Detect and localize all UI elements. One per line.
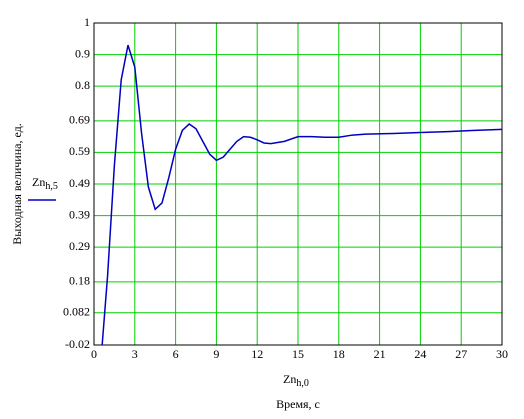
y-tick-label: 0.49 bbox=[69, 176, 90, 190]
plot-frame bbox=[93, 22, 503, 346]
legend-label: Znh,5 bbox=[32, 175, 58, 193]
legend-sub: h,5 bbox=[45, 181, 58, 192]
y-tick-label: 0.8 bbox=[75, 78, 90, 92]
x-var: Znh,0 bbox=[283, 372, 309, 390]
x-tick-label: 3 bbox=[132, 347, 138, 361]
y-tick-label: 0.59 bbox=[69, 144, 90, 158]
x-tick-label: 18 bbox=[333, 347, 345, 361]
x-tick-label: 6 bbox=[173, 347, 179, 361]
legend-main: Zn bbox=[32, 175, 45, 189]
x-tick-label: 24 bbox=[414, 347, 426, 361]
x-tick-label: 0 bbox=[91, 347, 97, 361]
x-axis-label: Время, с bbox=[276, 397, 320, 411]
x-var-main: Zn bbox=[283, 372, 296, 386]
y-tick-label: 0.29 bbox=[69, 239, 90, 253]
x-tick-label: 9 bbox=[213, 347, 219, 361]
x-tick-label: 15 bbox=[292, 347, 304, 361]
y-tick-label: 0.18 bbox=[69, 274, 90, 288]
series-line bbox=[101, 44, 503, 346]
y-tick-label: 0.69 bbox=[69, 113, 90, 127]
y-tick-label: 0.39 bbox=[69, 207, 90, 221]
x-tick-label: 27 bbox=[455, 347, 467, 361]
x-tick-label: 21 bbox=[374, 347, 386, 361]
y-axis-label: Выходная величина, ед. bbox=[10, 123, 24, 244]
y-tick-label: 0.082 bbox=[63, 305, 90, 319]
y-tick-label: 0.9 bbox=[75, 46, 90, 60]
x-tick-label: 12 bbox=[251, 347, 263, 361]
y-tick-label: -0.02 bbox=[65, 337, 90, 351]
y-tick-label: 1 bbox=[84, 15, 90, 29]
x-tick-label: 30 bbox=[496, 347, 508, 361]
x-var-sub: h,0 bbox=[296, 378, 309, 389]
